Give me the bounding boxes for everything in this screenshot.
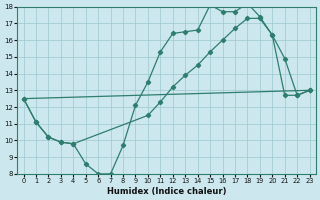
X-axis label: Humidex (Indice chaleur): Humidex (Indice chaleur) xyxy=(107,187,226,196)
